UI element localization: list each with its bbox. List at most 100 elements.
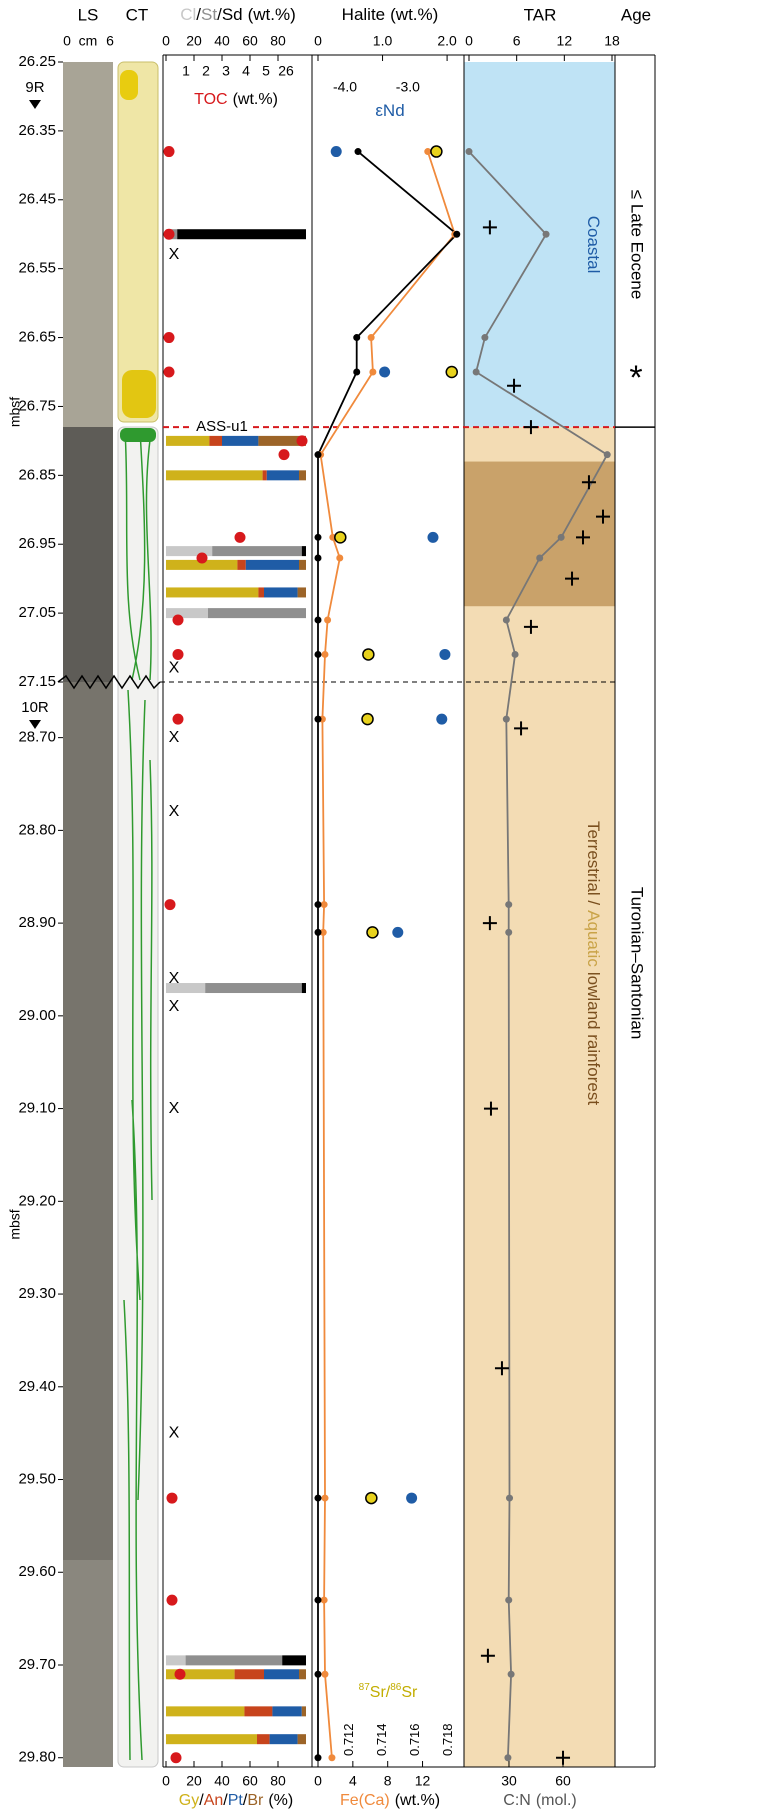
data-point [314, 650, 322, 658]
cn-cross [494, 1361, 509, 1376]
x-tick-label: 3 [222, 63, 230, 79]
data-point [427, 531, 439, 543]
column-header: TAR [524, 5, 557, 24]
column-header: LS [78, 5, 99, 24]
data-point [163, 366, 175, 378]
x-tick-label: 2 [202, 63, 210, 79]
axis-title-part: Br [247, 1792, 264, 1809]
data-point [172, 614, 184, 626]
x-tick-label: 20 [186, 1773, 202, 1789]
axis-title-part: / [223, 1792, 228, 1809]
x-tick-label: 18 [604, 33, 620, 49]
axis-title-part: (wt.%) [248, 5, 296, 24]
zone-label: Coastal [584, 216, 603, 274]
depth-tick-label: 26.95 [18, 535, 56, 552]
axis-title: Fe(Ca) (wt.%) [340, 1792, 440, 1809]
axis-title-part: (%) [268, 1792, 293, 1809]
stacked-bar-segment [269, 1734, 298, 1745]
sr-tick-label: 0.718 [440, 1723, 455, 1756]
section-break [57, 674, 161, 690]
series-line [317, 150, 459, 1758]
column-header: Age [621, 5, 651, 24]
x-tick-label: 40 [214, 33, 230, 49]
x-tick-label: 2.0 [437, 33, 457, 49]
x-tick-label: 30 [501, 1773, 517, 1789]
stacked-bar-segment [209, 435, 222, 446]
axis-title: Halite (wt.%) [342, 5, 439, 24]
x-tick-label: -3.0 [396, 79, 420, 95]
data-point [436, 713, 448, 725]
data-point [163, 146, 175, 158]
stacked-bar-segment [166, 1706, 245, 1717]
ct-scan [117, 426, 159, 1768]
data-point [366, 926, 379, 939]
core-label: 10R [21, 699, 49, 716]
zone-label-part: lowland rainforest [584, 972, 603, 1106]
stacked-bar-segment [166, 1669, 235, 1680]
axis-title-part: C:N [503, 1792, 531, 1809]
stacked-bar-segment [297, 1734, 306, 1745]
axis-title-part: (wt.%) [390, 5, 438, 24]
axis-title-part: / [243, 1792, 248, 1809]
stacked-bar-segment [166, 587, 259, 598]
stacked-bar-segment [301, 1706, 306, 1717]
ct-scan [122, 370, 156, 418]
boundary-label: ASS-u1 [196, 418, 248, 435]
data-point [314, 901, 322, 909]
data-point [603, 451, 611, 459]
data-point [379, 366, 391, 378]
x-tick-label: 26 [278, 63, 294, 79]
data-point [392, 926, 404, 938]
axis-title-part: TOC [194, 91, 227, 108]
axis-title: Gy/An/Pt/Br (%) [179, 1792, 293, 1809]
zone-label: Terrestrial / Aquatic lowland rainforest [584, 821, 603, 1105]
data-point [174, 1668, 186, 1680]
data-point [542, 230, 550, 238]
boundary-label-bg [192, 418, 252, 437]
depth-tick-label: 29.50 [18, 1470, 56, 1487]
axis-title: TOC (wt.%) [194, 91, 278, 108]
column-header: CT [126, 5, 149, 24]
axis-title: Cl/St/Sd (wt.%) [180, 5, 296, 24]
x-tick-label: -4.0 [333, 79, 357, 95]
x-tick-label: 8 [384, 1773, 392, 1789]
data-point [504, 1754, 512, 1762]
stacked-bar-segment [257, 1734, 270, 1745]
x-tick-label: 60 [555, 1773, 571, 1789]
axis-title-part: Sr [370, 1684, 387, 1701]
data-point [481, 334, 489, 342]
depth-tick-label: 26.85 [18, 466, 56, 483]
data-point [314, 1494, 322, 1502]
data-point [354, 148, 362, 156]
axis-title-part: / [386, 1684, 391, 1701]
x-tick-label: 1 [182, 63, 190, 79]
cn-cross [482, 220, 497, 235]
age-label: Turonian–Santonian [628, 887, 647, 1040]
series-line [319, 151, 456, 1758]
data-point [472, 368, 480, 376]
data-point [353, 368, 361, 376]
cn-cross [523, 420, 538, 435]
data-point [163, 228, 175, 240]
axis-title-part: / [196, 5, 201, 24]
stacked-bar-segment [166, 559, 238, 570]
data-point [234, 531, 246, 543]
stacked-bar-segment [301, 983, 306, 994]
stacked-bar-segment [264, 587, 298, 598]
x-tick-label: 4 [242, 63, 250, 79]
x-tick-label: 0 [162, 1773, 170, 1789]
cn-cross [483, 1101, 498, 1116]
not-detected-marker: X [169, 246, 180, 263]
data-point [507, 1670, 515, 1678]
sr-tick-label: 0.714 [374, 1723, 389, 1756]
axis-title-part: 87 [359, 1682, 371, 1693]
data-point [172, 713, 184, 725]
cn-cross [507, 378, 522, 393]
stacked-bar-segment [237, 559, 246, 570]
data-point [465, 148, 473, 156]
stacked-bar-segment [166, 546, 213, 557]
data-point [334, 531, 347, 544]
frame [160, 54, 656, 1768]
age-label: ≤ Late Eocene [628, 190, 647, 300]
depth-tick-label: 29.70 [18, 1656, 56, 1673]
